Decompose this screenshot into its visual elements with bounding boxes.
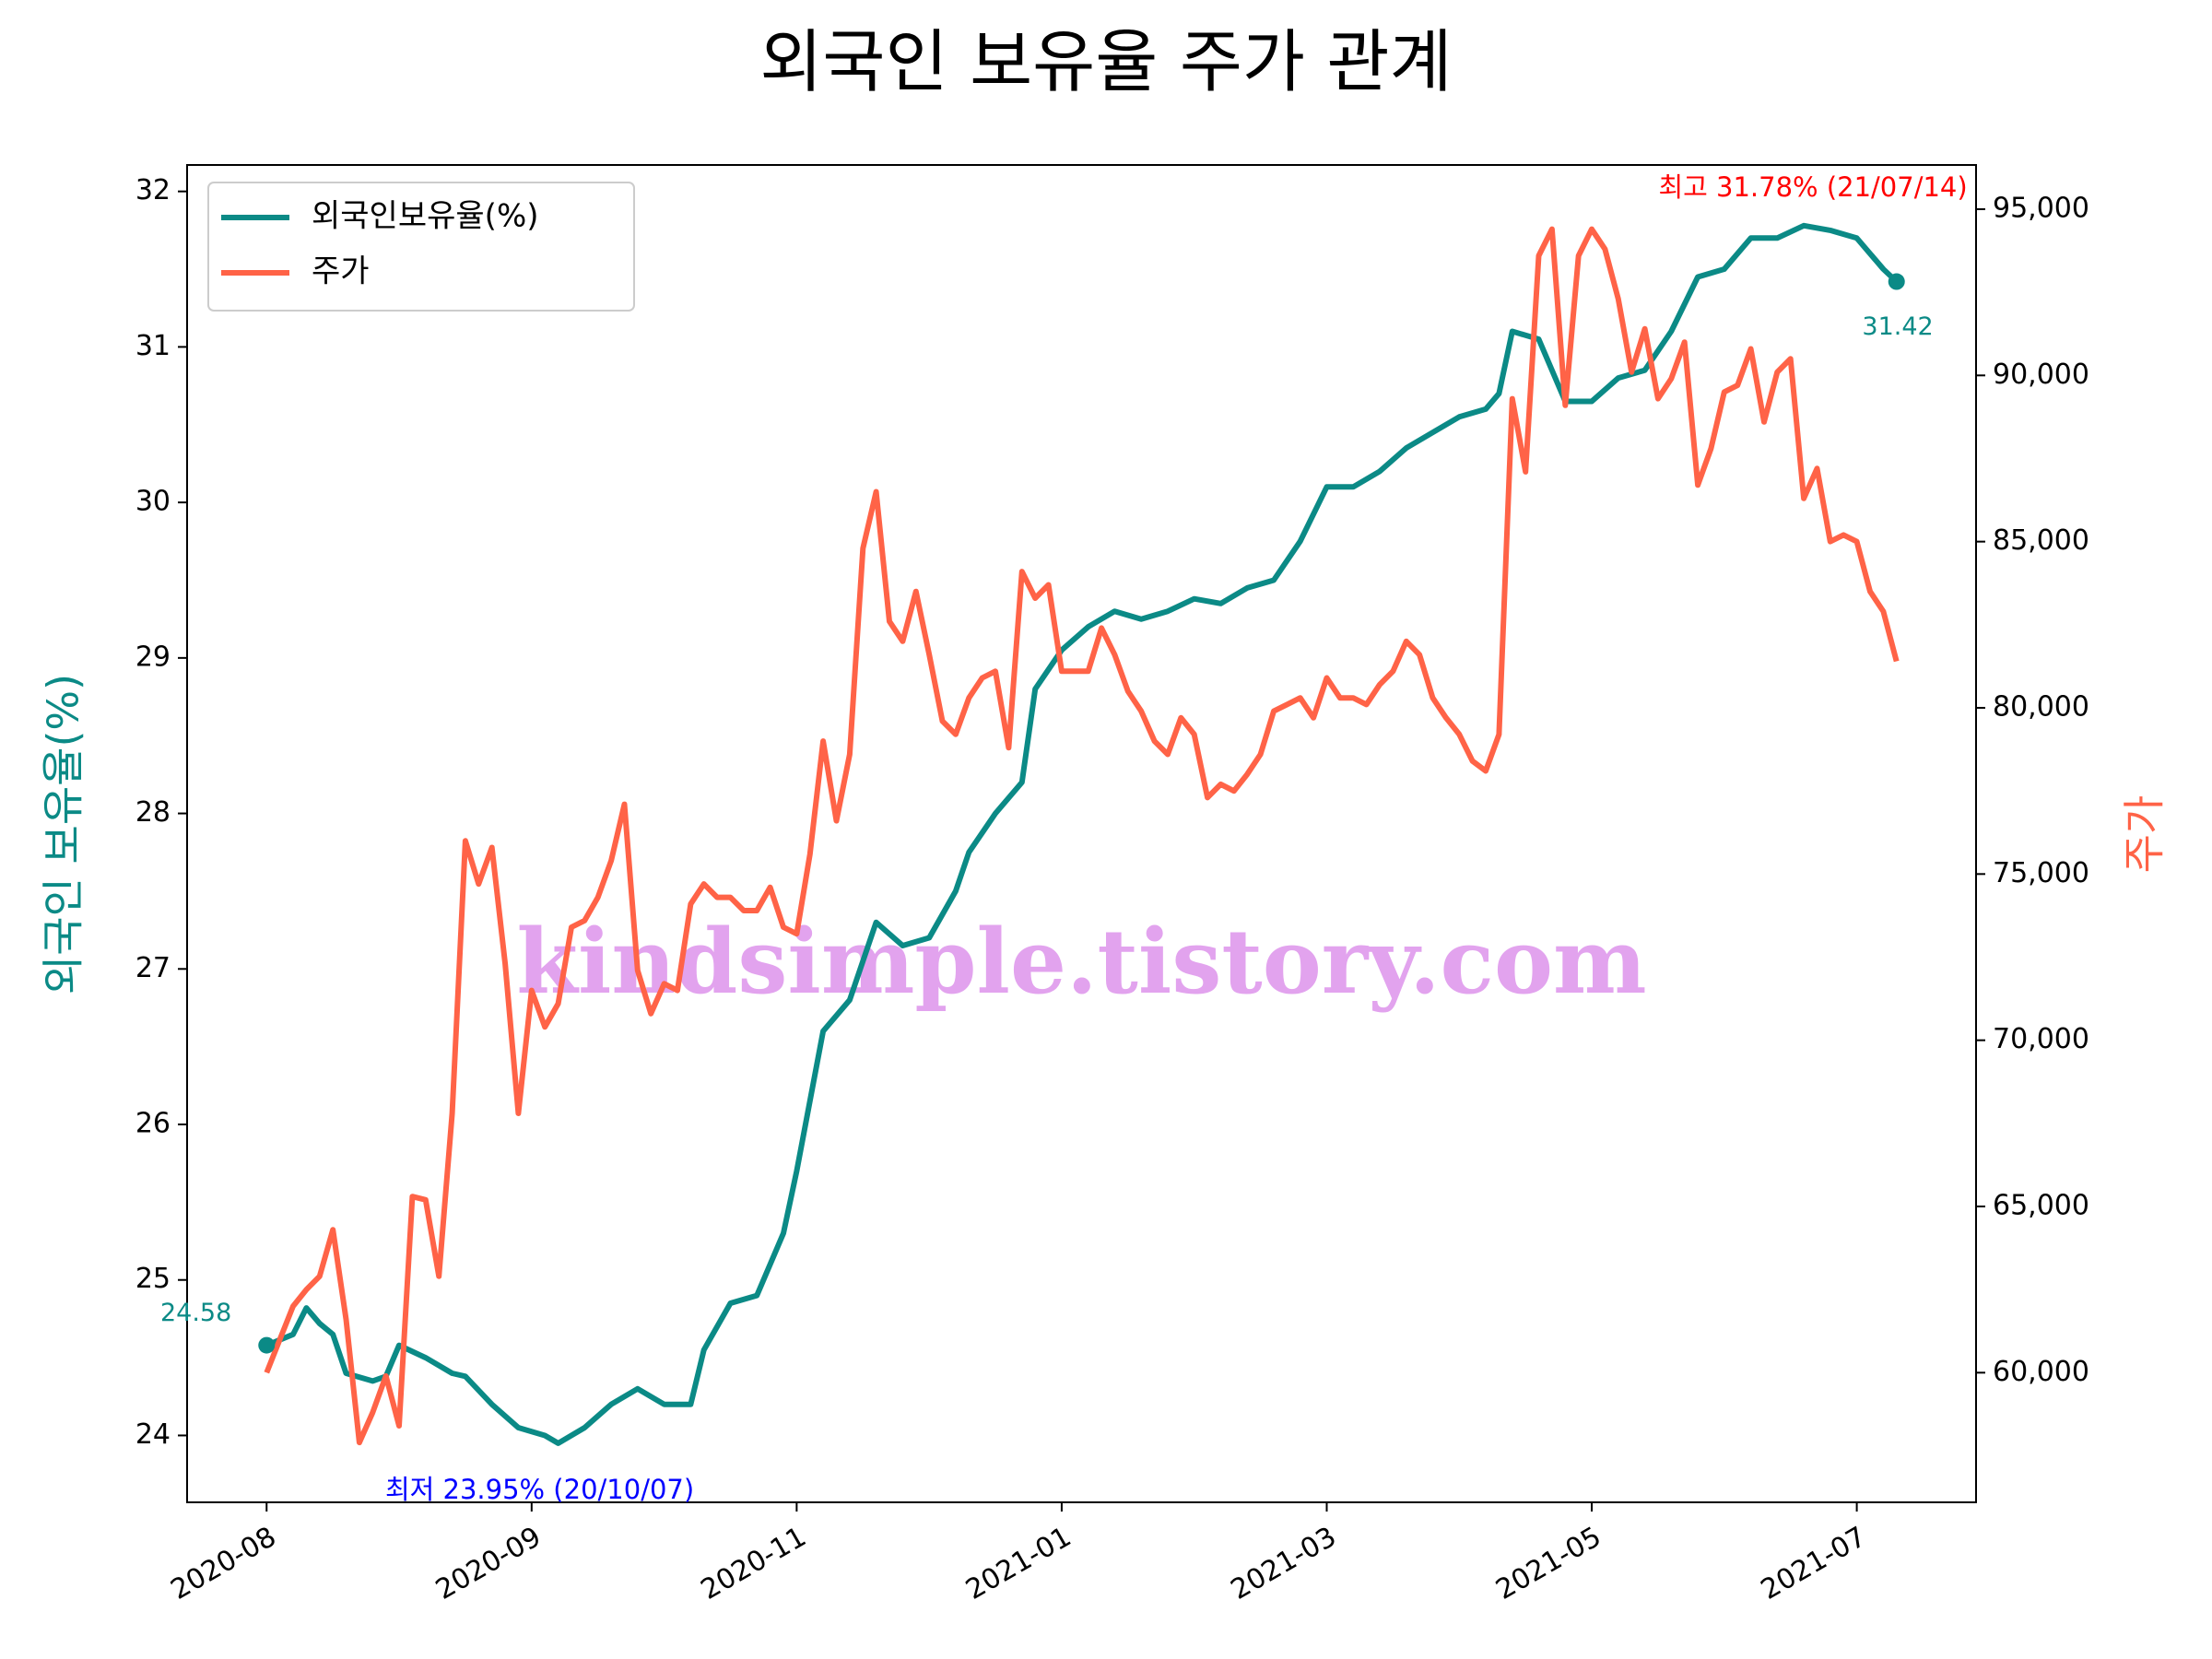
x-tick-label: 2020-11 xyxy=(696,1521,812,1606)
y2-tick-label: 70,000 xyxy=(1993,1023,2089,1055)
y-tick-label: 32 xyxy=(135,174,171,206)
chart-title: 외국인 보유율 주가 관계 xyxy=(759,23,1452,102)
y-tick-label: 30 xyxy=(135,486,171,518)
y2-tick-label: 85,000 xyxy=(1993,524,2089,557)
x-tick-label: 2020-08 xyxy=(165,1521,281,1606)
y2-tick-label: 60,000 xyxy=(1993,1356,2089,1388)
y-tick-label: 27 xyxy=(135,952,171,984)
annotation: 최저 23.95% (20/10/07) xyxy=(385,1474,694,1505)
legend-box xyxy=(207,182,635,312)
y-axis-label: 외국인 보유율(%) xyxy=(39,674,88,994)
y-tick-label: 28 xyxy=(135,796,171,829)
x-tick-label: 2021-01 xyxy=(960,1521,1077,1606)
endpoint-marker xyxy=(258,1336,276,1354)
watermark: kindsimple.tistory.com xyxy=(516,910,1646,1014)
y-tick-label: 25 xyxy=(135,1263,171,1295)
annotation: 최고 31.78% (21/07/14) xyxy=(1658,171,1967,203)
y2-tick-label: 95,000 xyxy=(1993,192,2089,224)
y-tick-label: 31 xyxy=(135,330,171,362)
legend-label: 주가 xyxy=(312,253,370,290)
y2-axis-label: 주가 xyxy=(2120,795,2170,874)
y2-tick-label: 90,000 xyxy=(1993,359,2089,391)
series-line xyxy=(264,226,1900,1446)
y-tick-label: 29 xyxy=(135,641,171,673)
plot-frame xyxy=(186,164,1977,1503)
data-label: 31.42 xyxy=(1862,312,1933,341)
x-tick-label: 2021-07 xyxy=(1756,1521,1872,1606)
y-tick-label: 26 xyxy=(135,1108,171,1140)
endpoint-marker xyxy=(1888,273,1905,290)
legend-label: 외국인보유율(%) xyxy=(312,198,539,235)
data-label: 24.58 xyxy=(160,1299,231,1327)
x-tick-label: 2020-09 xyxy=(430,1521,547,1606)
y2-tick-label: 75,000 xyxy=(1993,857,2089,889)
y2-tick-label: 80,000 xyxy=(1993,690,2089,723)
x-tick-label: 2021-05 xyxy=(1490,1521,1606,1606)
y2-tick-label: 65,000 xyxy=(1993,1189,2089,1221)
series-line xyxy=(265,222,1899,1446)
y-tick-label: 24 xyxy=(135,1418,171,1451)
x-tick-label: 2021-03 xyxy=(1226,1521,1342,1606)
